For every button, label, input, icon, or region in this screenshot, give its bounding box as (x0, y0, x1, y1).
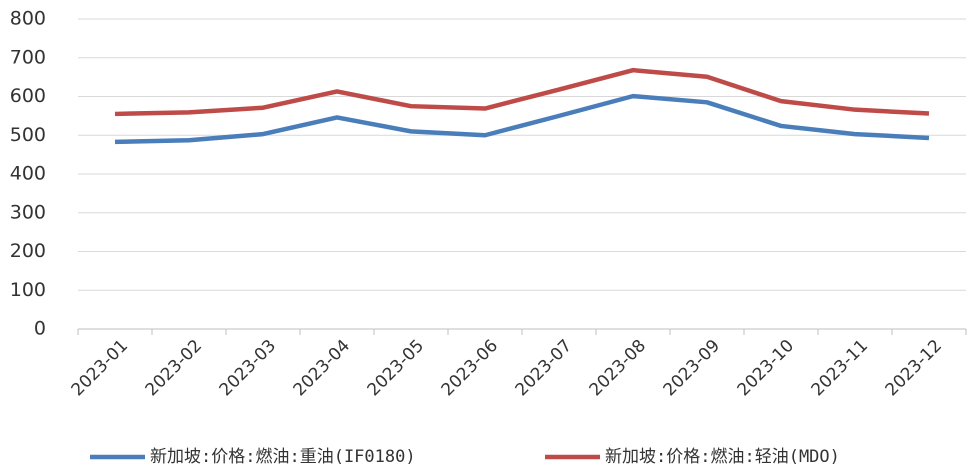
y-tick-label: 600 (10, 85, 46, 107)
x-tick-label: 2023-04 (290, 336, 354, 400)
legend-label: 新加坡:价格:燃油:重油(IF0180) (150, 447, 416, 467)
x-tick-label: 2023-10 (734, 336, 798, 400)
y-tick-label: 100 (10, 279, 46, 301)
legend-label: 新加坡:价格:燃油:轻油(MDO) (605, 447, 840, 467)
y-tick-label: 300 (10, 201, 46, 223)
y-tick-label: 700 (10, 46, 46, 68)
x-tick-label: 2023-08 (586, 336, 650, 400)
x-tick-label: 2023-05 (364, 336, 428, 400)
x-tick-label: 2023-11 (808, 336, 872, 400)
y-tick-label: 800 (10, 8, 46, 30)
x-tick-label: 2023-09 (660, 336, 724, 400)
series-line (114, 93, 930, 145)
series-line (114, 67, 930, 117)
y-tick-label: 0 (34, 318, 46, 340)
x-tick-label: 2023-01 (68, 336, 132, 400)
x-tick-label: 2023-07 (512, 336, 576, 400)
x-tick-label: 2023-06 (438, 336, 502, 400)
x-tick-label: 2023-02 (142, 336, 206, 400)
y-tick-label: 400 (10, 163, 46, 185)
x-tick-label: 2023-12 (882, 336, 946, 400)
x-tick-label: 2023-03 (216, 336, 280, 400)
y-tick-label: 200 (10, 240, 46, 262)
y-tick-label: 500 (10, 124, 46, 146)
